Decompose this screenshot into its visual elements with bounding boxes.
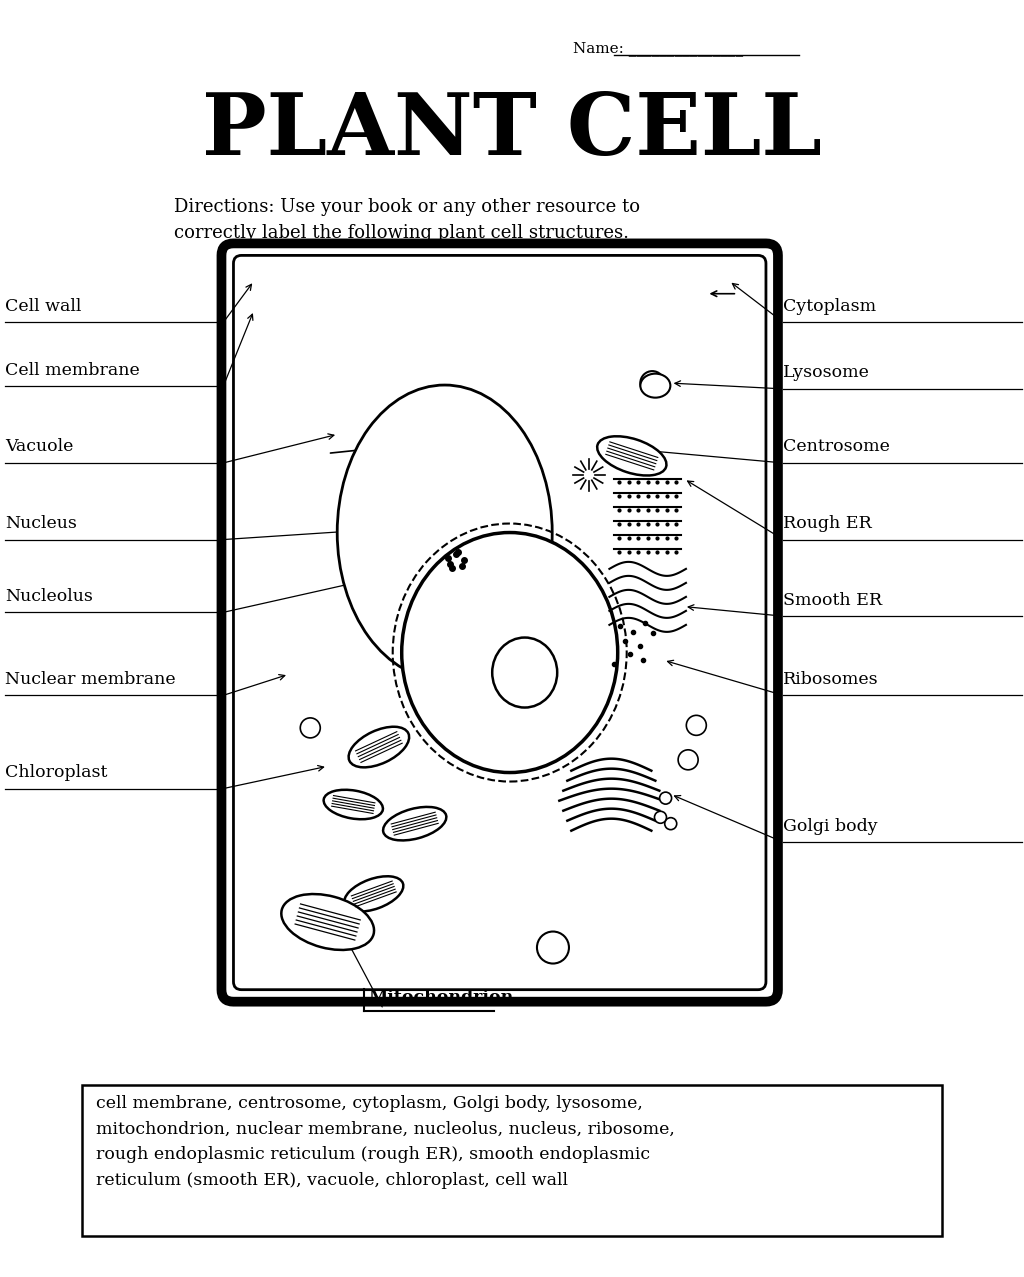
Text: Ribosomes: Ribosomes [783, 670, 879, 688]
Text: Cytoplasm: Cytoplasm [783, 298, 877, 315]
Text: Cell membrane: Cell membrane [5, 361, 140, 379]
Text: Name: _______________: Name: _______________ [573, 41, 743, 56]
Text: cell membrane, centrosome, cytoplasm, Golgi body, lysosome,
mitochondrion, nucle: cell membrane, centrosome, cytoplasm, Go… [96, 1096, 675, 1189]
Circle shape [300, 718, 321, 738]
Ellipse shape [597, 437, 667, 475]
Text: Smooth ER: Smooth ER [783, 591, 883, 609]
Circle shape [537, 931, 569, 964]
Circle shape [665, 817, 677, 830]
Ellipse shape [282, 894, 374, 950]
Text: Rough ER: Rough ER [783, 515, 872, 533]
Text: Golgi body: Golgi body [783, 817, 878, 835]
Text: Mitochondrion: Mitochondrion [369, 990, 514, 1006]
FancyBboxPatch shape [82, 1085, 942, 1236]
Ellipse shape [344, 876, 403, 912]
Text: PLANT CELL: PLANT CELL [202, 89, 822, 174]
Text: Cell wall: Cell wall [5, 298, 82, 315]
Text: Vacuole: Vacuole [5, 438, 74, 456]
Text: Nuclear membrane: Nuclear membrane [5, 670, 176, 688]
FancyBboxPatch shape [221, 244, 778, 1001]
Circle shape [654, 811, 667, 824]
Text: Lysosome: Lysosome [783, 364, 870, 382]
Ellipse shape [324, 789, 383, 820]
Circle shape [678, 750, 698, 770]
Text: Nucleus: Nucleus [5, 515, 77, 533]
Text: Nucleolus: Nucleolus [5, 587, 93, 605]
Ellipse shape [401, 533, 617, 773]
Text: Centrosome: Centrosome [783, 438, 890, 456]
Circle shape [640, 372, 665, 395]
Ellipse shape [383, 807, 446, 840]
Text: Chloroplast: Chloroplast [5, 764, 108, 782]
Text: Directions: Use your book or any other resource to
correctly label the following: Directions: Use your book or any other r… [174, 198, 640, 241]
Circle shape [659, 792, 672, 805]
Ellipse shape [337, 386, 552, 681]
Ellipse shape [493, 637, 557, 707]
Ellipse shape [640, 374, 671, 397]
Ellipse shape [348, 727, 410, 767]
Circle shape [686, 715, 707, 736]
